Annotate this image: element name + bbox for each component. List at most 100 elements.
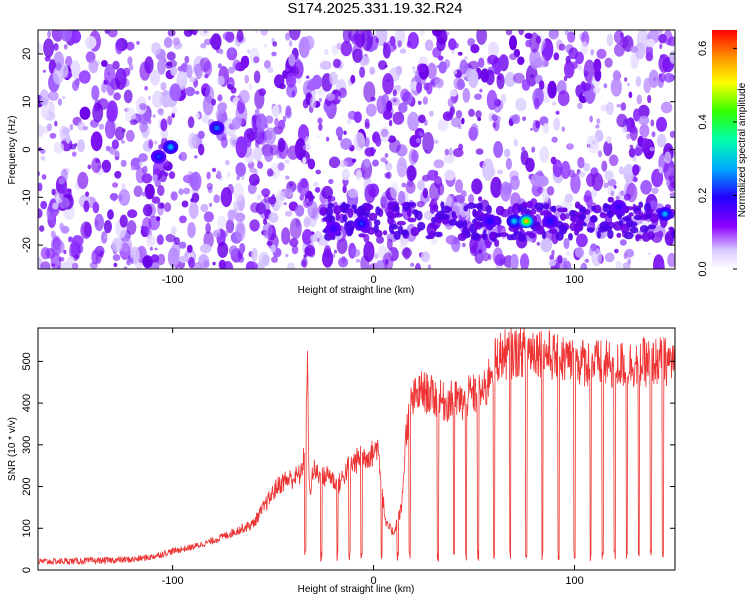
heatmap-cell: [437, 118, 449, 132]
heatmap-cell: [566, 143, 574, 150]
heatmap-cell: [232, 59, 241, 71]
heatmap-cell: [380, 195, 388, 205]
heatmap-cell: [610, 190, 615, 197]
heatmap-cell: [656, 116, 667, 132]
heatmap-cell: [530, 74, 534, 78]
snr-y-tick-label: 500: [21, 352, 33, 370]
heatmap-cell: [624, 248, 635, 258]
heatmap-x-axis-label: Height of straight line (km): [298, 285, 415, 296]
heatmap-cell: [582, 162, 591, 172]
heatmap-hotspot: [209, 121, 225, 135]
heatmap-cell: [38, 208, 43, 219]
heatmap-cell: [406, 165, 417, 182]
heatmap-cell: [549, 254, 555, 261]
heatmap-cell: [69, 30, 82, 44]
heatmap-cell: [267, 196, 277, 205]
heatmap-cell: [94, 213, 104, 232]
heatmap-cell: [278, 119, 286, 130]
heatmap-cell: [657, 230, 664, 238]
heatmap-cell: [649, 200, 658, 210]
heatmap-cell: [647, 231, 655, 240]
heatmap-cell: [185, 86, 196, 97]
heatmap-cell: [640, 137, 650, 154]
heatmap-cell: [211, 98, 217, 106]
heatmap-cell: [452, 214, 458, 221]
heatmap-cell: [558, 43, 566, 51]
heatmap-cell: [112, 182, 119, 188]
heatmap-cell: [281, 227, 291, 245]
heatmap-cell: [553, 117, 561, 131]
heatmap-cell: [433, 159, 445, 169]
heatmap-cell: [415, 262, 421, 269]
heatmap-cell: [541, 210, 551, 216]
heatmap-cell: [372, 148, 376, 153]
heatmap-cell: [478, 196, 483, 202]
heatmap-cell: [284, 32, 291, 41]
heatmap-cell: [570, 173, 581, 194]
heatmap-cell: [389, 139, 401, 153]
heatmap-cell: [235, 220, 246, 242]
heatmap-cell: [53, 43, 59, 51]
heatmap-cell: [285, 253, 289, 258]
heatmap-cell: [607, 229, 614, 239]
heatmap-cell: [619, 239, 627, 246]
heatmap-cell: [157, 108, 164, 115]
heatmap-hotspot-layer: [156, 154, 161, 159]
heatmap-cell: [585, 195, 593, 208]
heatmap-cell: [263, 60, 271, 69]
heatmap-y-ticks: -20 -10 0 10 20: [21, 48, 675, 253]
heatmap-cell: [659, 43, 663, 50]
heatmap-cell: [584, 258, 590, 263]
heatmap-cell: [536, 175, 549, 187]
heatmap-cell: [638, 104, 650, 119]
heatmap-cell: [263, 193, 269, 204]
heatmap-cell: [629, 226, 639, 234]
heatmap-cell: [493, 141, 503, 158]
heatmap-cell: [212, 261, 216, 266]
heatmap-cell: [495, 205, 505, 216]
heatmap-cell: [386, 100, 393, 113]
heatmap-cell: [77, 171, 89, 190]
heatmap-cell: [252, 146, 263, 161]
heatmap-cell: [667, 252, 675, 268]
heatmap-cell: [40, 261, 51, 269]
heatmap-cell: [57, 98, 63, 106]
heatmap-cell: [388, 223, 394, 234]
heatmap-cell: [236, 30, 244, 43]
heatmap-cell: [479, 88, 483, 93]
heatmap-cell: [628, 212, 634, 217]
heatmap-cell: [69, 124, 74, 131]
heatmap-cell: [106, 100, 118, 123]
heatmap-cell: [669, 50, 675, 64]
heatmap-cell: [593, 86, 601, 94]
heatmap-cell: [112, 60, 120, 70]
heatmap-y-tick-label: 10: [21, 96, 33, 108]
heatmap-cell: [255, 202, 266, 215]
heatmap-cell: [524, 208, 531, 215]
heatmap-hotspot: [325, 221, 342, 236]
heatmap-cell: [41, 174, 47, 180]
heatmap-cell: [233, 183, 244, 202]
heatmap-cell: [87, 164, 92, 170]
heatmap-cell: [241, 175, 245, 180]
heatmap-cell: [633, 214, 642, 221]
heatmap-cell: [590, 48, 595, 56]
heatmap-cell: [398, 102, 408, 114]
heatmap-cell: [55, 62, 62, 71]
heatmap-cell: [303, 254, 307, 258]
heatmap-hotspot: [353, 216, 370, 231]
heatmap-cell: [194, 155, 198, 159]
heatmap-cell: [302, 229, 313, 245]
heatmap-cell: [632, 207, 642, 212]
heatmap-cell: [289, 217, 302, 240]
heatmap-cell: [139, 61, 151, 81]
chart-title: S174.2025.331.19.32.R24: [287, 0, 463, 17]
heatmap-cell: [43, 38, 55, 58]
heatmap-cell: [251, 247, 258, 262]
heatmap-cell: [272, 105, 280, 118]
snr-x-tick-label: -100: [162, 575, 184, 587]
heatmap-cell: [535, 35, 542, 44]
heatmap-cell: [327, 195, 332, 204]
heatmap-hotspot: [482, 214, 498, 229]
